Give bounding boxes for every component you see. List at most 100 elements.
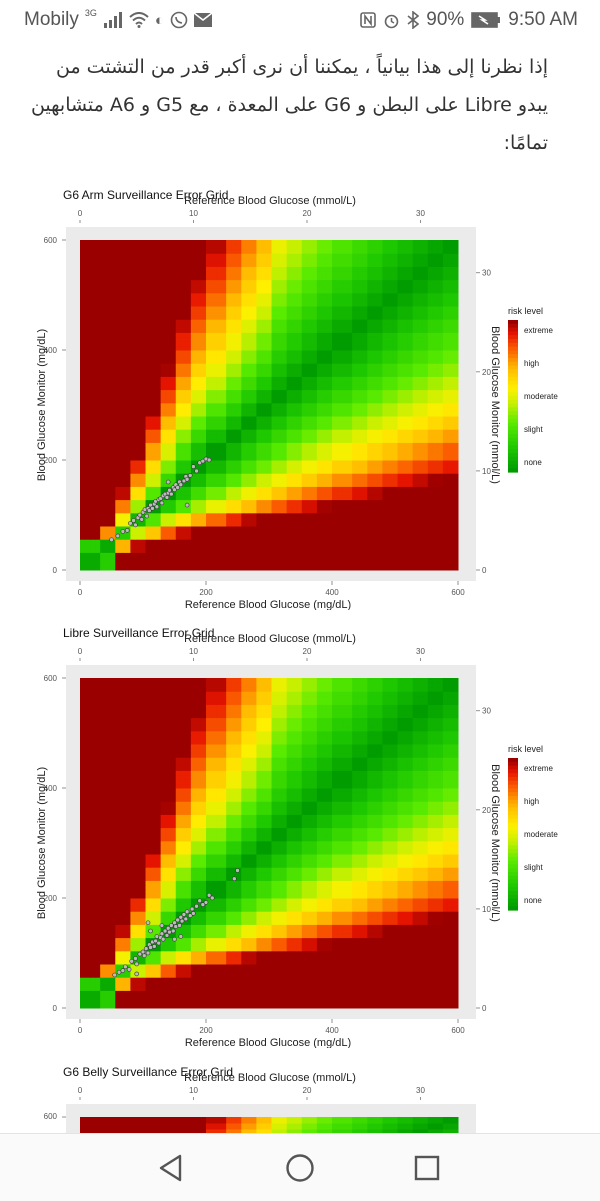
risk-cell — [377, 438, 383, 443]
risk-cell — [95, 346, 101, 351]
risk-cell — [105, 464, 111, 469]
risk-cell — [151, 478, 157, 483]
risk-cell — [100, 464, 106, 469]
risk-cell — [266, 544, 272, 549]
risk-cell — [277, 504, 283, 509]
risk-cell — [322, 332, 328, 337]
risk-cell — [428, 332, 434, 337]
risk-cell — [453, 491, 459, 496]
risk-cell — [130, 530, 136, 535]
risk-cell — [418, 478, 424, 483]
risk-cell — [413, 438, 419, 443]
risk-cell — [282, 319, 288, 324]
risk-cell — [332, 566, 338, 571]
risk-cell — [448, 429, 454, 434]
risk-cell — [398, 394, 404, 399]
risk-cell — [85, 293, 91, 298]
risk-cell — [161, 420, 167, 425]
risk-cell — [413, 306, 419, 311]
risk-cell — [453, 341, 459, 346]
risk-cell — [423, 407, 429, 412]
risk-cell — [85, 416, 91, 421]
risk-cell — [90, 341, 96, 346]
risk-cell — [408, 429, 414, 434]
risk-cell — [120, 460, 126, 465]
risk-cell — [362, 539, 368, 544]
risk-cell — [292, 486, 298, 491]
risk-cell — [312, 407, 318, 412]
risk-cell — [357, 403, 363, 408]
article-content[interactable]: إذا نظرنا إلى هذا بيانياً ، يمكننا أن نر… — [0, 40, 600, 1133]
risk-cell — [181, 539, 187, 544]
risk-cell — [297, 403, 303, 408]
risk-cell — [302, 310, 308, 315]
risk-cell — [357, 482, 363, 487]
risk-cell — [403, 416, 409, 421]
risk-cell — [347, 319, 353, 324]
risk-cell — [176, 495, 182, 500]
risk-cell — [352, 407, 358, 412]
risk-cell — [322, 284, 328, 289]
risk-cell — [236, 288, 242, 293]
risk-cell — [327, 504, 333, 509]
risk-cell — [216, 508, 222, 513]
risk-cell — [362, 420, 368, 425]
risk-cell — [181, 469, 187, 474]
risk-cell — [216, 434, 222, 439]
risk-cell — [90, 372, 96, 377]
risk-cell — [307, 552, 313, 557]
risk-cell — [261, 337, 267, 342]
risk-cell — [392, 390, 398, 395]
risk-cell — [352, 530, 358, 535]
risk-cell — [307, 293, 313, 298]
risk-cell — [191, 456, 197, 461]
risk-cell — [277, 508, 283, 513]
risk-cell — [287, 412, 293, 417]
risk-cell — [196, 350, 202, 355]
risk-cell — [428, 297, 434, 302]
risk-cell — [100, 478, 106, 483]
risk-cell — [418, 280, 424, 285]
risk-cell — [156, 403, 162, 408]
risk-cell — [216, 416, 222, 421]
risk-cell — [231, 328, 237, 333]
risk-cell — [171, 442, 177, 447]
risk-cell — [322, 535, 328, 540]
risk-cell — [438, 376, 444, 381]
risk-cell — [398, 315, 404, 320]
risk-cell — [266, 407, 272, 412]
risk-cell — [115, 372, 121, 377]
risk-cell — [146, 420, 152, 425]
risk-cell — [352, 412, 358, 417]
data-saver-icon: ◐ — [155, 12, 164, 29]
risk-cell — [146, 473, 152, 478]
risk-cell — [90, 566, 96, 571]
risk-cell — [176, 368, 182, 373]
risk-cell — [181, 363, 187, 368]
risk-cell — [231, 548, 237, 553]
bluetooth-icon — [407, 11, 419, 29]
risk-cell — [302, 469, 308, 474]
risk-cell — [342, 412, 348, 417]
risk-cell — [312, 456, 318, 461]
risk-cell — [453, 284, 459, 289]
risk-cell — [80, 451, 86, 456]
risk-cell — [453, 566, 459, 571]
risk-cell — [342, 539, 348, 544]
risk-cell — [312, 425, 318, 430]
risk-cell — [186, 469, 192, 474]
risk-cell — [105, 416, 111, 421]
risk-cell — [438, 350, 444, 355]
risk-cell — [413, 548, 419, 553]
risk-cell — [332, 438, 338, 443]
risk-cell — [287, 486, 293, 491]
risk-cell — [156, 359, 162, 364]
risk-cell — [120, 368, 126, 373]
risk-cell — [327, 284, 333, 289]
risk-cell — [196, 302, 202, 307]
risk-cell — [408, 341, 414, 346]
risk-cell — [392, 456, 398, 461]
risk-cell — [196, 390, 202, 395]
risk-cell — [80, 464, 86, 469]
risk-cell — [302, 447, 308, 452]
